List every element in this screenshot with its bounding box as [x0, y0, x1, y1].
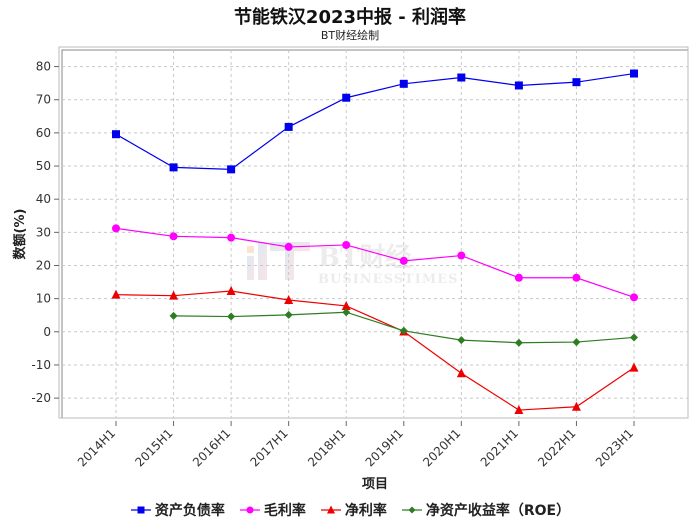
x-tick-label: 2023H1	[593, 426, 636, 469]
series-2	[112, 224, 638, 302]
data-point	[284, 122, 293, 131]
data-point	[514, 81, 523, 90]
y-tick-label: 30	[36, 225, 51, 239]
data-point	[629, 362, 639, 372]
y-tick-label: -10	[31, 358, 51, 372]
x-axis-label: 项目	[362, 477, 388, 492]
x-tick-label: 2021H1	[478, 426, 521, 469]
data-point	[342, 93, 351, 102]
legend-item: 净资产收益率（ROE）	[401, 500, 570, 520]
data-point	[227, 165, 236, 174]
data-point	[456, 368, 466, 378]
data-point	[514, 273, 523, 282]
y-tick-label: 60	[36, 126, 51, 140]
data-point	[630, 293, 638, 302]
legend-label: 资产负债率	[154, 503, 225, 519]
data-point	[457, 73, 466, 82]
legend-label: 净资产收益率（ROE）	[425, 503, 571, 519]
grid	[62, 50, 688, 418]
x-tick-label: 2018H1	[305, 426, 348, 469]
legend-swatch	[239, 506, 260, 514]
data-point	[572, 338, 581, 347]
x-tick-label: 2019H1	[363, 426, 406, 469]
data-point	[457, 336, 466, 345]
chart-title: 节能铁汉2023中报 - 利润率	[233, 7, 467, 28]
x-tick-label: 2022H1	[535, 426, 578, 469]
chart-subtitle: BT财经绘制	[320, 29, 380, 42]
y-tick-label: 50	[36, 159, 51, 173]
data-point	[111, 289, 121, 299]
series-line	[115, 290, 635, 411]
data-point	[169, 232, 178, 241]
series-3	[111, 286, 639, 415]
legend: 资产负债率 毛利率 净利率 净资产收益率（ROE）	[0, 500, 700, 520]
data-point	[399, 256, 408, 265]
plot-area	[61, 49, 689, 419]
y-tick-label: 0	[43, 325, 51, 339]
data-point	[284, 310, 293, 319]
y-tick-label: 40	[36, 192, 51, 206]
data-point	[572, 273, 581, 282]
legend-label: 毛利率	[263, 503, 306, 519]
data-point	[284, 294, 294, 304]
data-point	[169, 311, 178, 320]
data-point	[572, 78, 581, 87]
watermark-brand: BT财经	[318, 242, 411, 273]
y-tick-label: 10	[36, 292, 51, 306]
legend-label: 净利率	[344, 503, 387, 519]
legend-item: 资产负债率	[130, 500, 225, 520]
x-tick-label: 2014H1	[75, 426, 118, 469]
data-point	[399, 79, 408, 88]
x-tick-label: 2020H1	[420, 426, 463, 469]
legend-swatch	[320, 505, 341, 514]
x-tick-label: 2016H1	[190, 426, 233, 469]
data-point	[342, 240, 351, 249]
data-point	[284, 242, 293, 251]
y-tick-label: 70	[36, 93, 51, 107]
data-point	[227, 312, 236, 321]
data-point	[342, 308, 351, 317]
y-tick-label: -20	[31, 391, 51, 405]
data-point	[341, 300, 351, 310]
legend-swatch	[130, 506, 151, 514]
series-4	[169, 308, 638, 347]
data-point	[169, 163, 178, 172]
series	[111, 69, 639, 415]
data-point	[112, 224, 120, 233]
data-point	[630, 333, 638, 342]
x-tick-label: 2015H1	[132, 426, 175, 469]
y-tick-label: 80	[36, 60, 51, 74]
data-point	[227, 233, 236, 242]
series-1	[112, 69, 638, 174]
data-point	[630, 69, 638, 78]
data-point	[514, 405, 524, 415]
data-point	[112, 130, 120, 139]
data-point	[226, 286, 236, 296]
data-point	[169, 290, 179, 300]
watermark-tagline: BUSINESSTIMES	[318, 272, 459, 287]
y-tick-label: 20	[36, 258, 51, 272]
series-line	[115, 72, 635, 170]
legend-item: 毛利率	[239, 500, 306, 520]
data-point	[457, 251, 466, 260]
data-point	[571, 401, 581, 411]
legend-swatch	[401, 506, 422, 514]
x-tick-label: 2017H1	[248, 426, 291, 469]
data-point	[514, 338, 523, 347]
y-axis-label: 数额(%)	[12, 209, 28, 260]
data-point	[399, 326, 408, 335]
line-chart: BT财经 BUSINESSTIMES -20 -10 0 10 20 30 40 50 60 70…	[12, 46, 689, 492]
legend-item: 净利率	[320, 500, 387, 520]
series-line	[115, 227, 635, 298]
